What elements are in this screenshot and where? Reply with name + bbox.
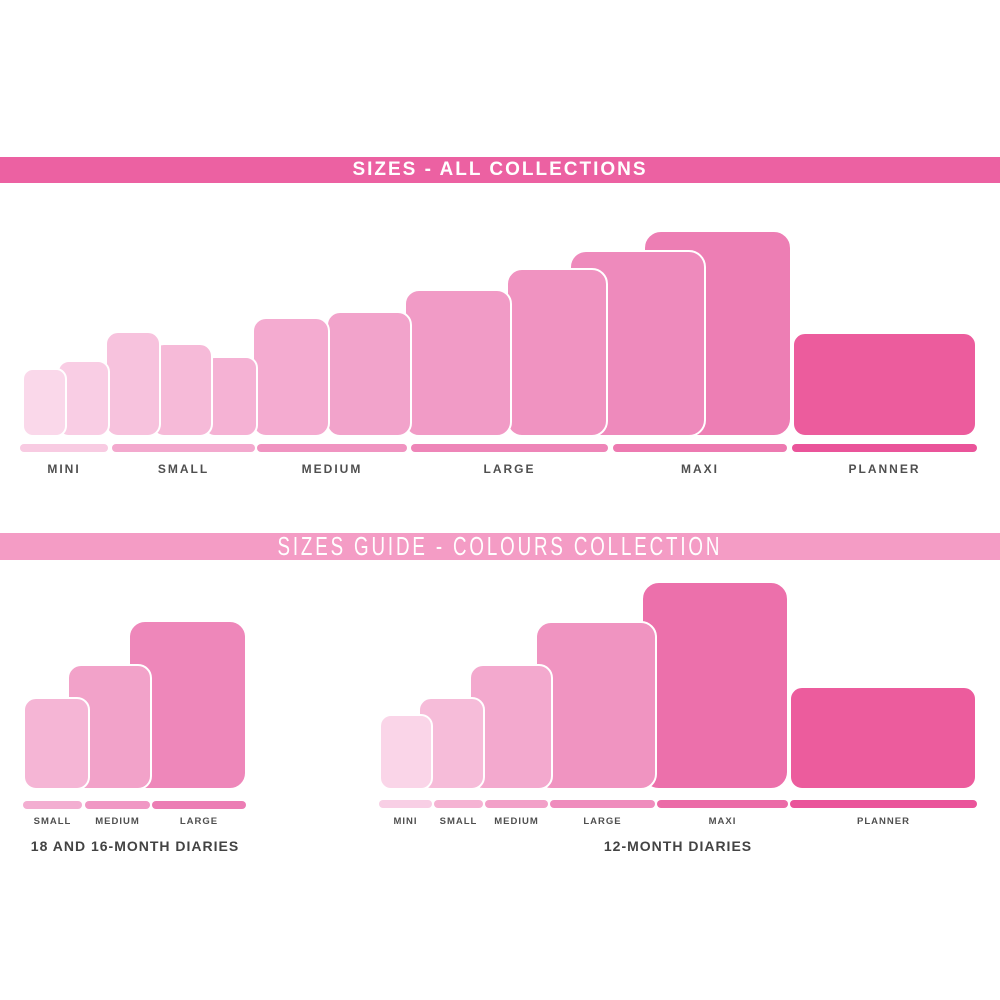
book-small bbox=[23, 697, 90, 790]
book-mini bbox=[22, 368, 67, 437]
size-label-mini: MINI bbox=[47, 462, 81, 476]
size-label-medium: MEDIUM bbox=[95, 816, 140, 827]
caption-colours-18-16-month: 18 AND 16-MONTH DIARIES bbox=[30, 838, 240, 854]
banner-colours-collection-title: SIZES GUIDE - COLOURS COLLECTION bbox=[277, 531, 723, 561]
size-bar-mini bbox=[379, 800, 432, 808]
book-maxi bbox=[641, 581, 789, 790]
size-bar-small bbox=[434, 800, 483, 808]
book-large bbox=[404, 289, 512, 437]
book-planner bbox=[789, 686, 977, 790]
size-bar-small bbox=[23, 801, 82, 809]
size-label-medium: MEDIUM bbox=[494, 816, 539, 827]
book-medium bbox=[252, 317, 330, 437]
book-large bbox=[506, 268, 608, 437]
size-bar-medium bbox=[85, 801, 150, 809]
size-bar-large bbox=[550, 800, 655, 808]
book-medium bbox=[326, 311, 412, 437]
size-label-small: SMALL bbox=[439, 816, 478, 827]
size-bar-maxi bbox=[657, 800, 788, 808]
banner-colours-collection: SIZES GUIDE - COLOURS COLLECTION bbox=[0, 533, 1000, 560]
size-bar-medium bbox=[257, 444, 407, 452]
size-label-planner: PLANNER bbox=[848, 462, 921, 476]
size-label-maxi: MAXI bbox=[708, 816, 737, 827]
size-bar-large bbox=[411, 444, 608, 452]
caption-colours-12-month: 12-MONTH DIARIES bbox=[603, 838, 753, 854]
book-planner bbox=[792, 332, 977, 437]
size-bar-mini bbox=[20, 444, 108, 452]
size-label-mini: MINI bbox=[393, 816, 418, 827]
banner-all-collections: SIZES - ALL COLLECTIONS bbox=[0, 157, 1000, 183]
size-label-planner: PLANNER bbox=[857, 816, 910, 827]
book-mini bbox=[379, 714, 433, 790]
size-label-medium: MEDIUM bbox=[301, 462, 363, 476]
size-label-large: LARGE bbox=[179, 816, 219, 827]
size-label-large: LARGE bbox=[483, 462, 536, 476]
size-bar-planner bbox=[790, 800, 977, 808]
size-bar-planner bbox=[792, 444, 977, 452]
size-label-small: SMALL bbox=[33, 816, 72, 827]
banner-all-collections-title: SIZES - ALL COLLECTIONS bbox=[352, 159, 648, 180]
size-bar-medium bbox=[485, 800, 548, 808]
size-bar-small bbox=[112, 444, 255, 452]
book-small bbox=[105, 331, 161, 437]
size-label-small: SMALL bbox=[157, 462, 210, 476]
book-small bbox=[151, 343, 213, 437]
book-large bbox=[535, 621, 657, 790]
size-label-large: LARGE bbox=[583, 816, 622, 827]
size-label-maxi: MAXI bbox=[681, 462, 719, 476]
size-bar-maxi bbox=[613, 444, 787, 452]
size-bar-large bbox=[152, 801, 246, 809]
